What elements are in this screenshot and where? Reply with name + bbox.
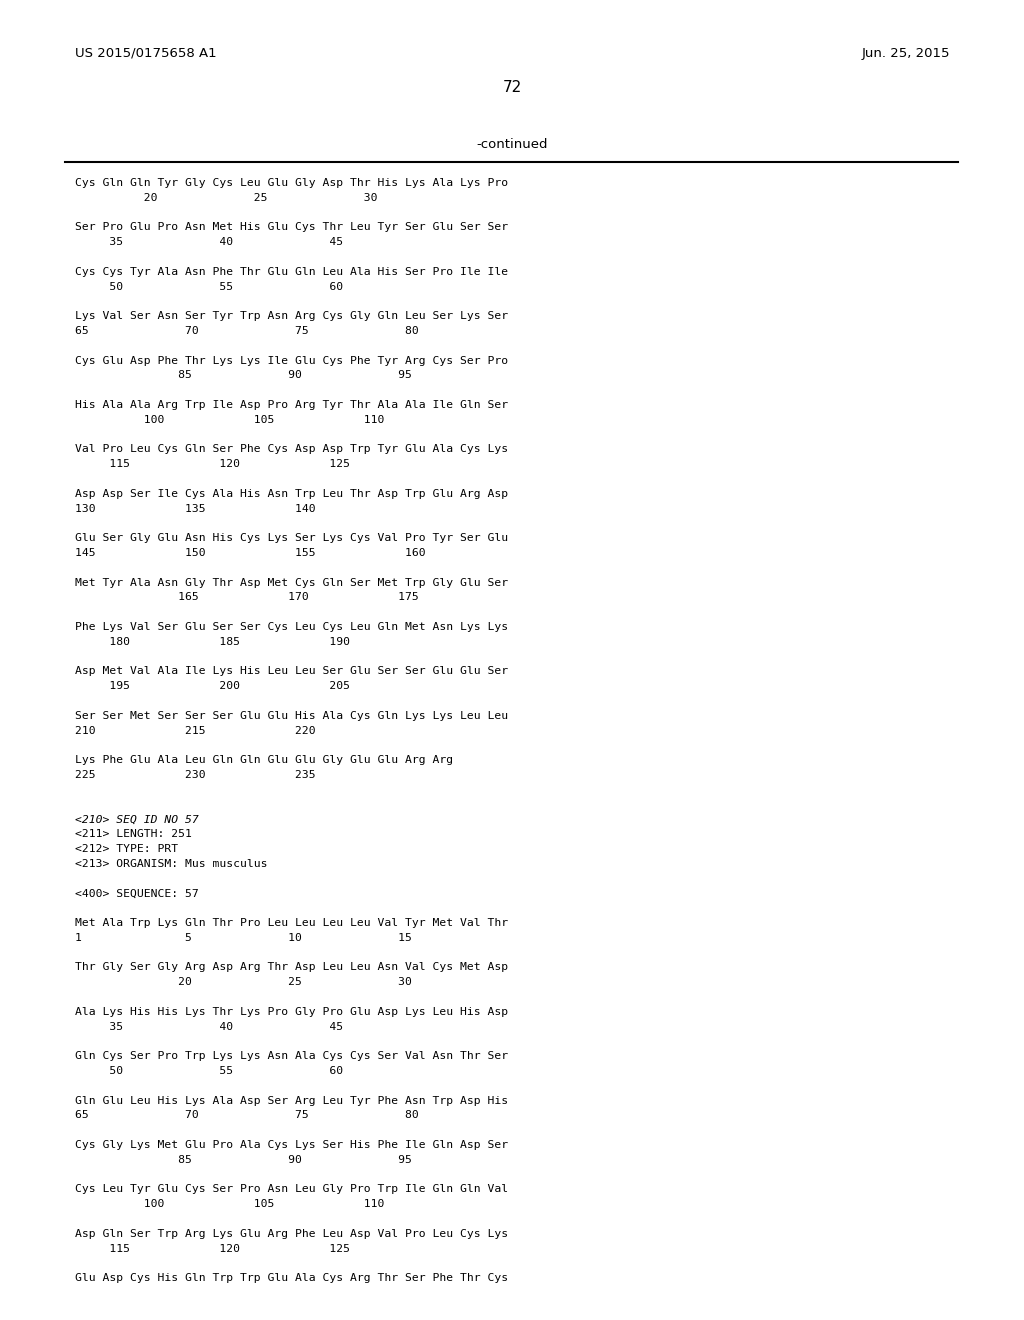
Text: 225             230             235: 225 230 235 bbox=[75, 770, 315, 780]
Text: 65              70              75              80: 65 70 75 80 bbox=[75, 1110, 419, 1121]
Text: <210> SEQ ID NO 57: <210> SEQ ID NO 57 bbox=[75, 814, 199, 825]
Text: 85              90              95: 85 90 95 bbox=[75, 371, 412, 380]
Text: 165             170             175: 165 170 175 bbox=[75, 593, 419, 602]
Text: Met Ala Trp Lys Gln Thr Pro Leu Leu Leu Leu Val Tyr Met Val Thr: Met Ala Trp Lys Gln Thr Pro Leu Leu Leu … bbox=[75, 917, 508, 928]
Text: 20              25              30: 20 25 30 bbox=[75, 193, 378, 203]
Text: Glu Asp Cys His Gln Trp Trp Glu Ala Cys Arg Thr Ser Phe Thr Cys: Glu Asp Cys His Gln Trp Trp Glu Ala Cys … bbox=[75, 1274, 508, 1283]
Text: Gln Glu Leu His Lys Ala Asp Ser Arg Leu Tyr Phe Asn Trp Asp His: Gln Glu Leu His Lys Ala Asp Ser Arg Leu … bbox=[75, 1096, 508, 1106]
Text: Jun. 25, 2015: Jun. 25, 2015 bbox=[861, 48, 950, 59]
Text: Gln Cys Ser Pro Trp Lys Lys Asn Ala Cys Cys Ser Val Asn Thr Ser: Gln Cys Ser Pro Trp Lys Lys Asn Ala Cys … bbox=[75, 1051, 508, 1061]
Text: 195             200             205: 195 200 205 bbox=[75, 681, 350, 692]
Text: 50              55              60: 50 55 60 bbox=[75, 281, 343, 292]
Text: Ser Ser Met Ser Ser Ser Glu Glu His Ala Cys Gln Lys Lys Leu Leu: Ser Ser Met Ser Ser Ser Glu Glu His Ala … bbox=[75, 710, 508, 721]
Text: <400> SEQUENCE: 57: <400> SEQUENCE: 57 bbox=[75, 888, 199, 899]
Text: Ser Pro Glu Pro Asn Met His Glu Cys Thr Leu Tyr Ser Glu Ser Ser: Ser Pro Glu Pro Asn Met His Glu Cys Thr … bbox=[75, 222, 508, 232]
Text: Ala Lys His His Lys Thr Lys Pro Gly Pro Glu Asp Lys Leu His Asp: Ala Lys His His Lys Thr Lys Pro Gly Pro … bbox=[75, 1007, 508, 1016]
Text: 210             215             220: 210 215 220 bbox=[75, 726, 315, 735]
Text: Val Pro Leu Cys Gln Ser Phe Cys Asp Asp Trp Tyr Glu Ala Cys Lys: Val Pro Leu Cys Gln Ser Phe Cys Asp Asp … bbox=[75, 445, 508, 454]
Text: <212> TYPE: PRT: <212> TYPE: PRT bbox=[75, 843, 178, 854]
Text: Asp Asp Ser Ile Cys Ala His Asn Trp Leu Thr Asp Trp Glu Arg Asp: Asp Asp Ser Ile Cys Ala His Asn Trp Leu … bbox=[75, 488, 508, 499]
Text: Cys Glu Asp Phe Thr Lys Lys Ile Glu Cys Phe Tyr Arg Cys Ser Pro: Cys Glu Asp Phe Thr Lys Lys Ile Glu Cys … bbox=[75, 355, 508, 366]
Text: <213> ORGANISM: Mus musculus: <213> ORGANISM: Mus musculus bbox=[75, 859, 267, 869]
Text: US 2015/0175658 A1: US 2015/0175658 A1 bbox=[75, 48, 217, 59]
Text: 72: 72 bbox=[503, 81, 521, 95]
Text: 35              40              45: 35 40 45 bbox=[75, 238, 343, 247]
Text: 130             135             140: 130 135 140 bbox=[75, 504, 315, 513]
Text: 115             120             125: 115 120 125 bbox=[75, 1243, 350, 1254]
Text: Glu Ser Gly Glu Asn His Cys Lys Ser Lys Cys Val Pro Tyr Ser Glu: Glu Ser Gly Glu Asn His Cys Lys Ser Lys … bbox=[75, 533, 508, 544]
Text: <211> LENGTH: 251: <211> LENGTH: 251 bbox=[75, 829, 191, 840]
Text: 1               5              10              15: 1 5 10 15 bbox=[75, 933, 412, 942]
Text: Asp Gln Ser Trp Arg Lys Glu Arg Phe Leu Asp Val Pro Leu Cys Lys: Asp Gln Ser Trp Arg Lys Glu Arg Phe Leu … bbox=[75, 1229, 508, 1238]
Text: 100             105             110: 100 105 110 bbox=[75, 1199, 384, 1209]
Text: 50              55              60: 50 55 60 bbox=[75, 1067, 343, 1076]
Text: Asp Met Val Ala Ile Lys His Leu Leu Ser Glu Ser Ser Glu Glu Ser: Asp Met Val Ala Ile Lys His Leu Leu Ser … bbox=[75, 667, 508, 676]
Text: Cys Gln Gln Tyr Gly Cys Leu Glu Gly Asp Thr His Lys Ala Lys Pro: Cys Gln Gln Tyr Gly Cys Leu Glu Gly Asp … bbox=[75, 178, 508, 187]
Text: 100             105             110: 100 105 110 bbox=[75, 414, 384, 425]
Text: Cys Leu Tyr Glu Cys Ser Pro Asn Leu Gly Pro Trp Ile Gln Gln Val: Cys Leu Tyr Glu Cys Ser Pro Asn Leu Gly … bbox=[75, 1184, 508, 1195]
Text: Lys Phe Glu Ala Leu Gln Gln Glu Glu Gly Glu Glu Arg Arg: Lys Phe Glu Ala Leu Gln Gln Glu Glu Gly … bbox=[75, 755, 454, 766]
Text: 115             120             125: 115 120 125 bbox=[75, 459, 350, 469]
Text: 180             185             190: 180 185 190 bbox=[75, 636, 350, 647]
Text: 145             150             155             160: 145 150 155 160 bbox=[75, 548, 426, 558]
Text: Cys Gly Lys Met Glu Pro Ala Cys Lys Ser His Phe Ile Gln Asp Ser: Cys Gly Lys Met Glu Pro Ala Cys Lys Ser … bbox=[75, 1140, 508, 1150]
Text: -continued: -continued bbox=[476, 139, 548, 150]
Text: Cys Cys Tyr Ala Asn Phe Thr Glu Gln Leu Ala His Ser Pro Ile Ile: Cys Cys Tyr Ala Asn Phe Thr Glu Gln Leu … bbox=[75, 267, 508, 277]
Text: Met Tyr Ala Asn Gly Thr Asp Met Cys Gln Ser Met Trp Gly Glu Ser: Met Tyr Ala Asn Gly Thr Asp Met Cys Gln … bbox=[75, 578, 508, 587]
Text: 35              40              45: 35 40 45 bbox=[75, 1022, 343, 1032]
Text: His Ala Ala Arg Trp Ile Asp Pro Arg Tyr Thr Ala Ala Ile Gln Ser: His Ala Ala Arg Trp Ile Asp Pro Arg Tyr … bbox=[75, 400, 508, 411]
Text: Phe Lys Val Ser Glu Ser Ser Cys Leu Cys Leu Gln Met Asn Lys Lys: Phe Lys Val Ser Glu Ser Ser Cys Leu Cys … bbox=[75, 622, 508, 632]
Text: 65              70              75              80: 65 70 75 80 bbox=[75, 326, 419, 337]
Text: 85              90              95: 85 90 95 bbox=[75, 1155, 412, 1164]
Text: Thr Gly Ser Gly Arg Asp Arg Thr Asp Leu Leu Asn Val Cys Met Asp: Thr Gly Ser Gly Arg Asp Arg Thr Asp Leu … bbox=[75, 962, 508, 973]
Text: Lys Val Ser Asn Ser Tyr Trp Asn Arg Cys Gly Gln Leu Ser Lys Ser: Lys Val Ser Asn Ser Tyr Trp Asn Arg Cys … bbox=[75, 312, 508, 321]
Text: 20              25              30: 20 25 30 bbox=[75, 977, 412, 987]
